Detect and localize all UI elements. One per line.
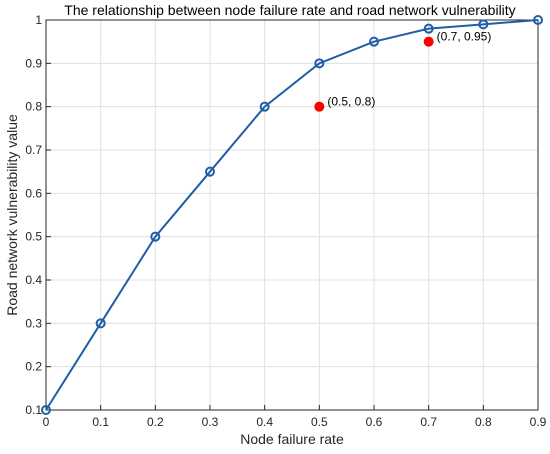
x-tick-label: 0.4 xyxy=(256,415,273,429)
x-axis-ticks: 0 0.1 0.2 0.3 0.4 0.5 0.6 0.7 0.8 0.9 xyxy=(43,405,547,429)
y-tick-label: 1 xyxy=(35,13,42,27)
data-point xyxy=(478,19,489,30)
x-axis-title: Node failure rate xyxy=(240,431,344,447)
data-point xyxy=(369,36,379,47)
data-point xyxy=(41,405,51,415)
y-axis-title: Road network vulnerability value xyxy=(4,114,20,316)
x-tick-label: 0.8 xyxy=(475,415,492,429)
y-tick-label: 0.4 xyxy=(25,273,42,287)
y-tick-label: 0.7 xyxy=(25,143,42,157)
x-tick-label: 0.9 xyxy=(530,415,547,429)
x-tick-label: 0.2 xyxy=(147,415,164,429)
y-tick-label: 0.8 xyxy=(25,100,42,114)
annotation-label: (0.7, 0.95) xyxy=(437,30,492,44)
data-point xyxy=(314,58,325,69)
data-point xyxy=(205,166,215,177)
x-tick-label: 0.6 xyxy=(366,415,383,429)
data-point xyxy=(423,23,434,34)
chart-title: The relationship between node failure ra… xyxy=(64,2,515,18)
y-tick-label: 0.2 xyxy=(25,360,42,374)
plot-area-frame xyxy=(45,19,539,411)
grid xyxy=(45,19,539,411)
highlight-point xyxy=(423,36,434,47)
x-tick-label: 0.1 xyxy=(92,415,109,429)
annotations-layer: (0.5, 0.8) (0.7, 0.95) xyxy=(314,30,491,112)
x-tick-label: 0.3 xyxy=(202,415,219,429)
data-point xyxy=(533,15,543,25)
y-tick-label: 0.1 xyxy=(25,403,42,417)
y-tick-label: 0.9 xyxy=(25,56,42,70)
y-tick-label: 0.3 xyxy=(25,316,42,330)
y-tick-label: 0.6 xyxy=(25,186,42,200)
y-tick-label: 0.5 xyxy=(25,230,42,244)
annotation-label: (0.5, 0.8) xyxy=(327,95,375,109)
data-point xyxy=(150,231,161,242)
series-layer xyxy=(41,15,543,415)
x-tick-label: 0 xyxy=(43,415,50,429)
data-point xyxy=(259,101,270,112)
series-line xyxy=(45,19,539,411)
data-point xyxy=(95,318,106,329)
x-tick-label: 0.5 xyxy=(311,415,328,429)
y-axis-ticks: 0.1 0.2 0.3 0.4 0.5 0.6 0.7 0.8 0.9 1 xyxy=(25,13,51,417)
highlight-point xyxy=(314,101,325,112)
x-tick-label: 0.7 xyxy=(420,415,437,429)
